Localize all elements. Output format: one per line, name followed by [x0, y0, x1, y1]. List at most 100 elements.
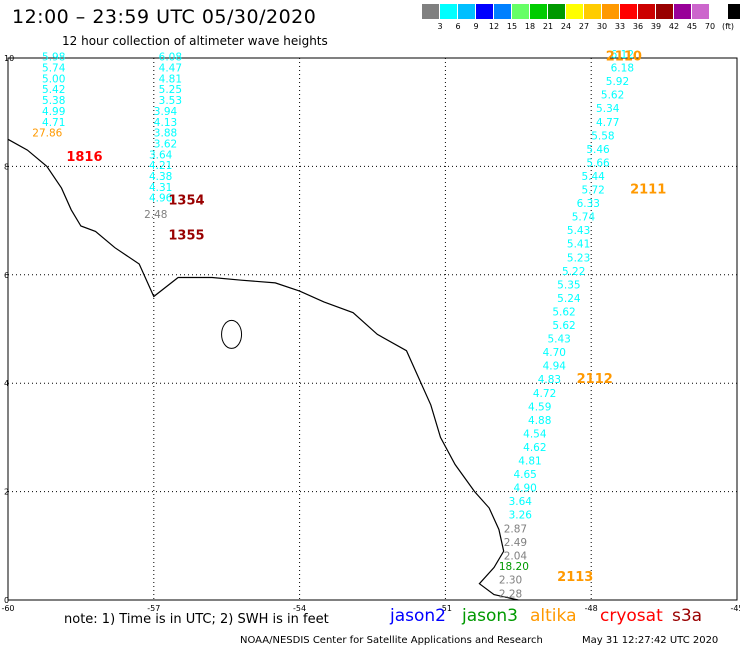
legend-item-cryosat: cryosat [600, 606, 663, 626]
swh-value: 6.12 [611, 49, 634, 61]
swh-value: 5.62 [601, 90, 624, 102]
footer-note: note: 1) Time is in UTC; 2) SWH is in fe… [64, 612, 329, 627]
swh-value: 2.49 [504, 537, 527, 549]
color-scale-bar [422, 4, 740, 19]
swh-value: 18.20 [499, 561, 529, 573]
lon-tick-label: -57 [147, 604, 160, 613]
lon-tick-label: -51 [439, 604, 452, 613]
swh-value: 4.31 [149, 182, 172, 194]
color-scale-label: 70 [704, 22, 716, 31]
swh-value: 5.43 [567, 225, 590, 237]
color-scale-label: 36 [632, 22, 644, 31]
swh-value: 4.77 [596, 117, 619, 129]
swh-value: 6.18 [611, 63, 634, 75]
swh-value: 4.81 [518, 456, 541, 468]
color-scale-swatch [422, 4, 440, 19]
pass-time-label: 2112 [577, 372, 613, 387]
swh-value: 3.94 [154, 106, 178, 118]
lon-tick-label: -60 [1, 604, 14, 613]
color-scale-swatch [638, 4, 656, 19]
swh-value: 5.43 [547, 334, 570, 346]
swh-value: 5.00 [42, 73, 65, 85]
swh-value: 4.94 [543, 361, 567, 373]
swh-value: 5.25 [159, 84, 182, 96]
coastline [7, 138, 519, 601]
pass-time-label: 1816 [66, 150, 102, 165]
legend-item-jason3: jason3 [462, 606, 518, 626]
swh-value: 5.35 [557, 279, 580, 291]
swh-value: 2.48 [144, 209, 167, 221]
lat-tick-label: 4 [4, 379, 9, 388]
pass-time-label: 2111 [630, 183, 666, 198]
swh-value: 4.90 [513, 483, 536, 495]
color-scale-label: 15 [506, 22, 518, 31]
swh-value: 5.46 [586, 144, 610, 156]
swh-value: 5.72 [581, 185, 604, 197]
swh-value: 4.72 [533, 388, 556, 400]
color-scale-swatch [674, 4, 692, 19]
color-scale-swatch [692, 4, 710, 19]
color-scale-swatch [566, 4, 584, 19]
color-scale-swatch [584, 4, 602, 19]
swh-value: 4.47 [159, 63, 182, 75]
swh-value: 5.62 [552, 306, 575, 318]
island-outline [221, 319, 243, 349]
color-scale-swatch [620, 4, 638, 19]
color-scale-label: 33 [614, 22, 626, 31]
lon-tick-label: -48 [585, 604, 598, 613]
lat-tick-label: 8 [4, 162, 9, 171]
swh-value: 5.24 [557, 293, 581, 305]
lon-tick-label: -54 [293, 604, 306, 613]
lat-tick-label: 10 [4, 54, 14, 63]
swh-value: 4.83 [538, 374, 561, 386]
swh-value: 3.26 [509, 510, 533, 522]
color-scale-label: 6 [455, 22, 461, 31]
swh-value: 2.30 [499, 575, 522, 587]
swh-value: 4.59 [528, 401, 551, 413]
swh-value: 3.64 [149, 149, 173, 161]
swh-value: 4.13 [154, 117, 177, 129]
swh-value: 4.96 [149, 193, 173, 205]
legend-item-jason2: jason2 [390, 606, 446, 626]
swh-value: 5.74 [42, 63, 66, 75]
color-scale-label: 30 [596, 22, 608, 31]
swh-value: 4.21 [149, 160, 172, 172]
swh-value: 5.92 [606, 76, 629, 88]
color-scale-label: 27 [578, 22, 590, 31]
color-scale-label: 12 [488, 22, 500, 31]
color-scale-swatch [728, 4, 740, 19]
page-title: 12:00 – 23:59 UTC 05/30/2020 [12, 6, 317, 28]
swh-value: 4.54 [523, 428, 547, 440]
color-scale-label: 24 [560, 22, 572, 31]
swh-value: 2.04 [504, 550, 528, 562]
swh-value: 5.74 [572, 212, 596, 224]
swh-value: 5.42 [42, 84, 65, 96]
legend-item-altika: altika [530, 606, 577, 626]
lat-tick-label: 6 [4, 271, 9, 280]
lat-tick-label: 0 [4, 596, 9, 605]
swh-value: 6.08 [159, 52, 182, 64]
color-scale-swatch [548, 4, 566, 19]
color-scale-swatch [710, 4, 728, 19]
color-scale-swatch [602, 4, 620, 19]
swh-value: 5.66 [586, 157, 610, 169]
swh-value: 3.62 [154, 138, 177, 150]
color-scale-label: 21 [542, 22, 554, 31]
swh-value: 2.87 [504, 523, 527, 535]
color-scale-label: (ft) [721, 22, 735, 31]
swh-value: 5.22 [562, 266, 585, 278]
swh-value: 6.33 [577, 198, 600, 210]
swh-value: 5.23 [567, 252, 590, 264]
color-scale-label: 3 [437, 22, 443, 31]
swh-value: 3.88 [154, 128, 177, 140]
swh-value: 5.58 [591, 130, 614, 142]
swh-value: 5.41 [567, 239, 590, 251]
color-scale-swatch [512, 4, 530, 19]
color-scale-label: 9 [473, 22, 479, 31]
swh-value: 4.88 [528, 415, 551, 427]
swh-value: 3.64 [509, 496, 533, 508]
color-scale-swatch [494, 4, 512, 19]
color-scale-label: 39 [650, 22, 662, 31]
swh-value: 4.99 [42, 106, 65, 118]
